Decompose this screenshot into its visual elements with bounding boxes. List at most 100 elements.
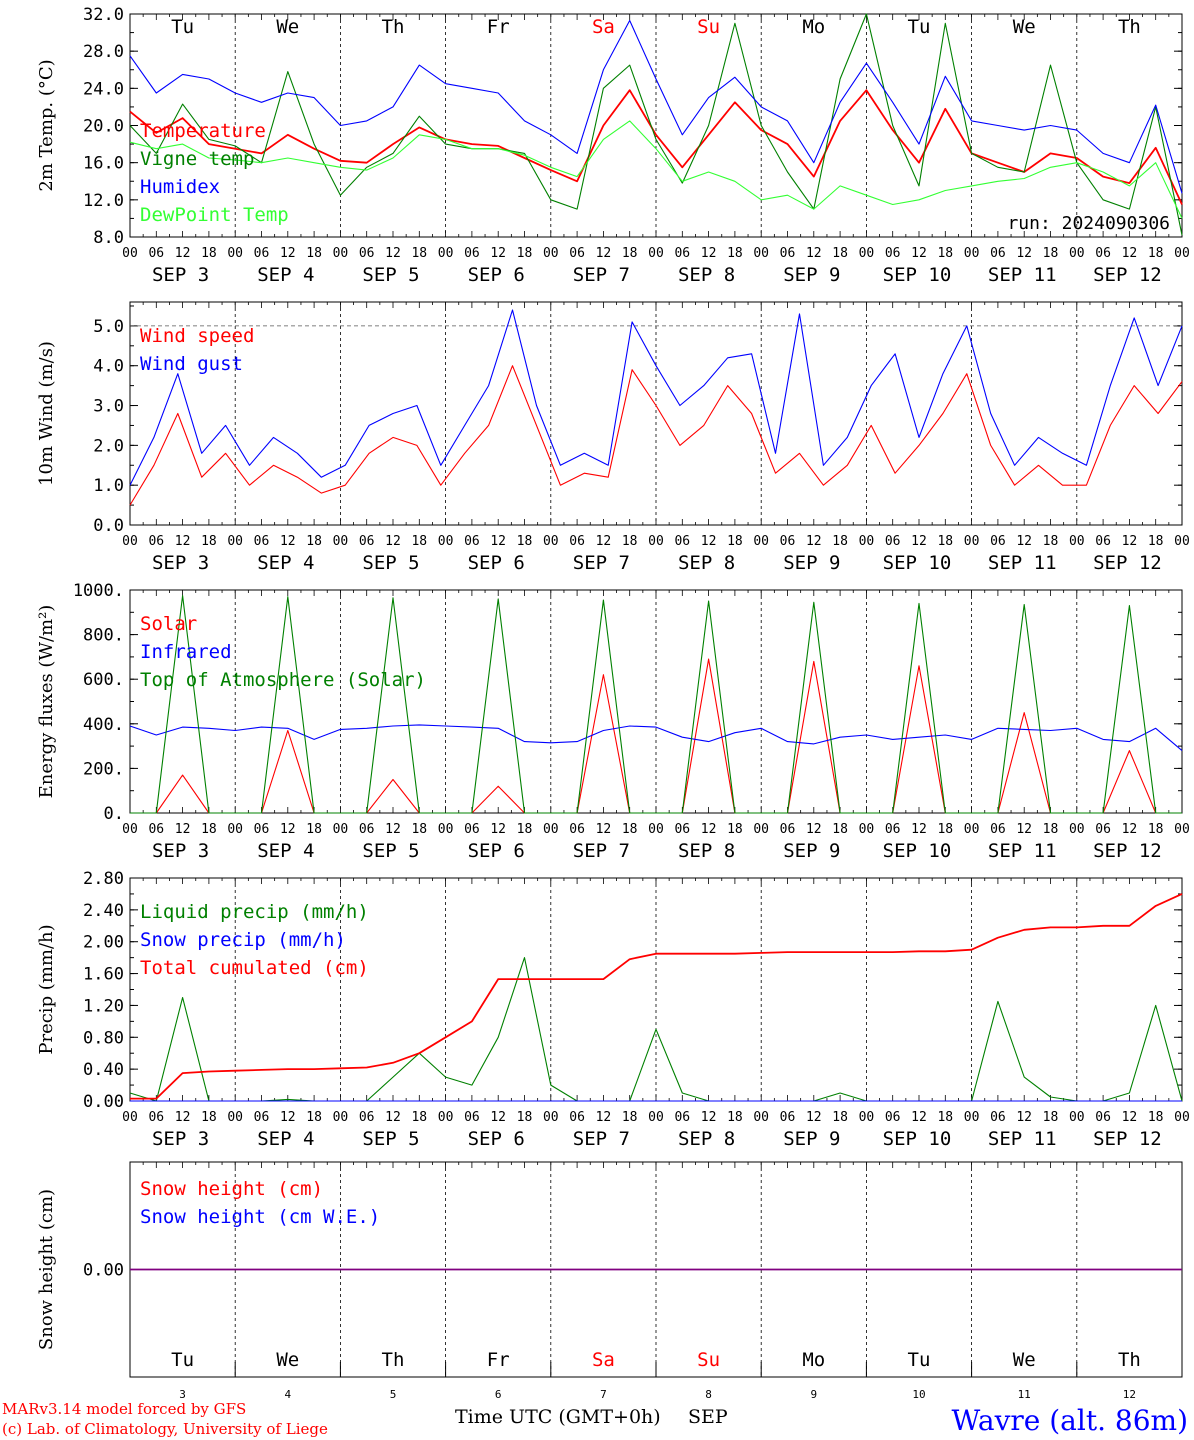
y-tick-label: 0.40 [83,1060,124,1080]
hour-tick-label: 12 [385,822,401,837]
hour-tick-label: 12 [490,822,506,837]
hour-tick-label: 12 [175,1110,191,1125]
y-tick-label: 1000. [73,581,124,601]
legend-entry: Wind gust [140,353,243,375]
hour-tick-label: 12 [596,534,612,549]
y-tick-label: 2.0 [93,436,124,456]
weekday-label: We [1013,16,1036,38]
legend-entry: Snow height (cm) [140,1178,323,1200]
hour-tick-label: 00 [122,246,138,261]
hour-tick-label: 06 [780,246,796,261]
hour-tick-label: 06 [359,822,375,837]
date-label: SEP 5 [362,1128,419,1150]
hour-tick-label: 00 [964,534,980,549]
weekday-label: Th [1118,16,1141,38]
panel-5: 0.00 Snow height (cm) Snow height (cm) Snow… [36,1161,1183,1401]
hour-tick-label: 18 [727,246,743,261]
weekday-label: Th [382,16,405,38]
hour-tick-label: 18 [727,534,743,549]
hour-tick-label: 12 [175,534,191,549]
y-tick-label: 16.0 [83,154,124,174]
hour-tick-label: 12 [280,1110,296,1125]
hour-tick-label: 00 [753,1110,769,1125]
y-axis-label: Energy fluxes (W/m²) [36,605,57,799]
series-line-humidex [129,19,1183,194]
hour-tick-label: 18 [411,1110,427,1125]
hour-tick-label: 12 [1016,246,1032,261]
date-label: SEP 10 [883,1128,952,1150]
station-label: Wavre (alt. 86m) [952,1404,1188,1437]
hour-tick-label: 06 [885,822,901,837]
hour-tick-label: 18 [517,534,533,549]
y-tick-label: 2.00 [83,933,124,953]
y-tick-label: 0.0 [93,516,124,536]
legend-entry: Liquid precip (mm/h) [140,901,369,923]
hour-tick-label: 06 [674,1110,690,1125]
hour-tick-label: 00 [122,1110,138,1125]
hour-tick-label: 06 [885,534,901,549]
hour-tick-label: 06 [254,822,270,837]
hour-tick-label: 18 [411,534,427,549]
hour-tick-label: 18 [622,1110,638,1125]
hour-tick-label: 12 [490,1110,506,1125]
series-line-dewpoint-temp [129,120,1183,219]
date-label: SEP 10 [883,552,952,574]
hour-tick-label: 06 [254,534,270,549]
hour-tick-label: 00 [438,246,454,261]
date-label: SEP 10 [883,840,952,862]
hour-tick-label: 18 [1148,822,1164,837]
hour-tick-label: 18 [517,1110,533,1125]
hour-tick-label: 06 [990,246,1006,261]
hour-tick-label: 12 [701,246,717,261]
date-label: SEP 6 [468,840,525,862]
hour-tick-label: 18 [201,246,217,261]
hour-tick-label: 18 [1043,534,1059,549]
hour-tick-label: 00 [859,822,875,837]
date-label: SEP 3 [152,840,209,862]
hour-tick-label: 12 [911,534,927,549]
weekday-label: Th [382,1349,405,1371]
legend-entry: Snow precip (mm/h) [140,929,346,951]
y-tick-label: 2.80 [83,869,124,889]
hour-tick-label: 00 [227,534,243,549]
hour-tick-label: 18 [411,822,427,837]
series-line-temperature [129,89,1183,205]
hour-tick-label: 00 [1069,246,1085,261]
hour-tick-label: 00 [753,534,769,549]
date-label: SEP 8 [678,1128,735,1150]
date-label: SEP 9 [783,840,840,862]
date-label: SEP 3 [152,264,209,286]
hour-tick-label: 00 [1069,534,1085,549]
hour-tick-label: 18 [517,246,533,261]
date-label: SEP 9 [783,552,840,574]
hour-tick-label: 12 [806,534,822,549]
date-label: SEP 11 [988,264,1057,286]
date-label: SEP 6 [468,264,525,286]
hour-tick-label: 00 [543,246,559,261]
hour-tick-label: 12 [490,246,506,261]
y-tick-label: 400. [83,715,124,735]
hour-tick-label: 12 [175,822,191,837]
hour-tick-label: 12 [1016,534,1032,549]
hour-tick-label: 06 [780,822,796,837]
date-label: SEP 7 [573,264,630,286]
hour-tick-label: 06 [990,534,1006,549]
hour-tick-label: 12 [1122,246,1138,261]
date-label: SEP 11 [988,1128,1057,1150]
legend-entry: Top of Atmosphere (Solar) [140,669,426,691]
day-number-label: 5 [390,1388,397,1401]
hour-tick-label: 00 [964,822,980,837]
day-number-label: 6 [495,1388,502,1401]
date-label: SEP 8 [678,552,735,574]
hour-tick-label: 18 [201,822,217,837]
hour-tick-label: 06 [359,246,375,261]
hour-tick-label: 12 [1122,1110,1138,1125]
day-number-label: 12 [1123,1388,1136,1401]
y-tick-label: 0. [104,804,124,824]
hour-tick-label: 00 [122,822,138,837]
weekday-label: We [1013,1349,1036,1371]
hour-tick-label: 18 [727,1110,743,1125]
y-tick-label: 24.0 [83,79,124,99]
hour-tick-label: 00 [1069,822,1085,837]
hour-tick-label: 18 [937,534,953,549]
